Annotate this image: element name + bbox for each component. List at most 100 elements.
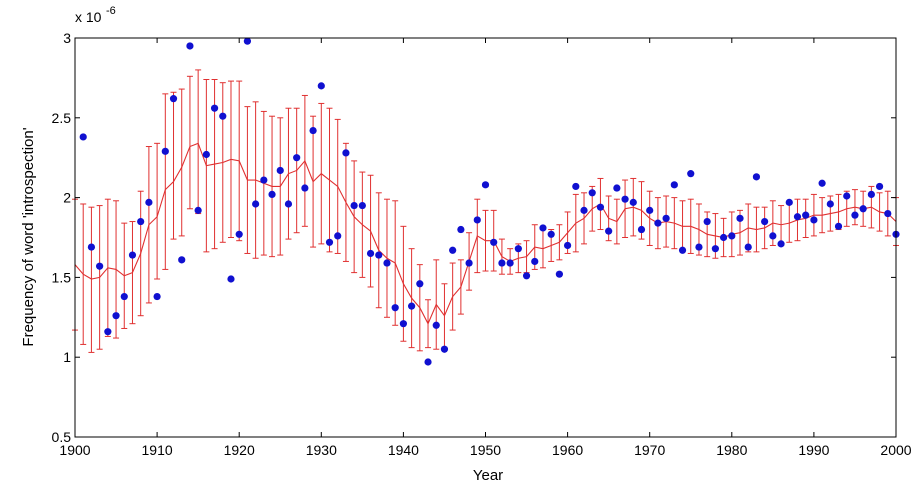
data-point: [498, 259, 506, 267]
data-point: [432, 321, 440, 329]
data-point: [342, 149, 350, 157]
y-axis-title: Frequency of word 'introspection': [20, 127, 37, 346]
data-point: [252, 200, 260, 208]
data-point: [399, 320, 407, 328]
data-point: [350, 201, 358, 210]
data-point: [87, 243, 96, 251]
data-point: [79, 133, 87, 141]
data-point: [325, 238, 334, 246]
data-point: [186, 42, 194, 50]
x-tick-label: 1910: [142, 442, 173, 458]
data-point: [793, 213, 802, 221]
data-point: [490, 238, 498, 246]
data-point: [424, 358, 432, 366]
data-point: [178, 256, 186, 264]
y-tick-label: 3: [63, 30, 71, 46]
data-point: [465, 259, 473, 267]
data-point: [96, 262, 104, 270]
data-point: [678, 246, 687, 254]
data-point: [194, 206, 202, 214]
series-line: [74, 142, 897, 325]
x-tick-label: 1990: [798, 442, 829, 458]
data-point: [235, 230, 243, 238]
data-point: [580, 206, 588, 214]
data-point: [785, 198, 793, 206]
data-point: [128, 251, 137, 259]
data-point: [145, 198, 153, 206]
data-point: [481, 181, 490, 189]
x-tick-label: 1940: [388, 442, 419, 458]
y-exponent-power: -6: [106, 5, 116, 17]
data-point: [506, 259, 514, 267]
x-tick-label: 1980: [716, 442, 747, 458]
data-point: [268, 190, 276, 199]
data-point: [169, 95, 178, 103]
data-point: [293, 154, 301, 162]
data-point: [728, 232, 736, 240]
data-point: [416, 280, 424, 288]
data-point: [210, 104, 219, 112]
data-point: [375, 251, 383, 259]
data-point: [391, 304, 399, 312]
data-point: [761, 217, 769, 226]
data-point: [334, 232, 342, 240]
data-point: [843, 192, 851, 200]
x-tick-label: 2000: [880, 442, 911, 458]
y-exponent-label: x 10: [75, 9, 102, 25]
label-layer: 1900 1910 1920 1930 1940 1950 1960 1970 1980 1990…: [52, 30, 912, 458]
data-point: [227, 275, 235, 283]
data-point: [884, 209, 892, 218]
data-point: [317, 82, 325, 90]
data-point: [473, 216, 481, 224]
data-point: [276, 166, 284, 175]
x-axis-title: Year: [473, 467, 503, 484]
data-point: [309, 126, 317, 135]
y-tick-label: 2.5: [52, 110, 72, 126]
x-tick-label: 1900: [59, 442, 90, 458]
data-point: [744, 243, 752, 251]
y-tick-label: 2: [63, 190, 71, 206]
x-tick-label: 1920: [224, 442, 255, 458]
data-point: [457, 225, 465, 234]
data-point: [818, 179, 826, 187]
x-tick-label: 1930: [306, 442, 337, 458]
data-point: [383, 259, 391, 267]
data-point: [826, 200, 834, 208]
data-point: [736, 214, 744, 222]
data-point: [514, 245, 522, 253]
data-point: [440, 345, 449, 353]
data-point: [711, 245, 719, 253]
data-point: [522, 272, 531, 280]
data-point: [752, 173, 761, 181]
data-point: [408, 302, 416, 310]
data-point: [654, 219, 662, 227]
data-point: [555, 270, 563, 278]
data-point: [260, 176, 268, 184]
data-point: [284, 200, 293, 208]
data-point: [153, 292, 161, 301]
data-point: [449, 246, 457, 254]
data-point: [834, 222, 843, 230]
data-point: [719, 233, 728, 242]
data-point: [120, 292, 128, 301]
data-point: [703, 217, 711, 226]
data-point: [629, 198, 637, 206]
data-point: [851, 211, 859, 219]
data-point: [859, 205, 867, 213]
data-point: [531, 257, 539, 266]
data-point: [867, 190, 875, 199]
data-point: [662, 214, 670, 222]
tick-layer: [74, 37, 897, 438]
data-point: [613, 184, 621, 192]
data-point: [104, 328, 112, 336]
y-tick-label: 1.5: [52, 269, 72, 285]
data-point: [687, 170, 695, 178]
data-point: [564, 241, 572, 250]
data-point: [588, 189, 596, 197]
data-point: [547, 230, 555, 238]
data-point: [112, 312, 120, 320]
y-tick-label: 0.5: [52, 429, 72, 445]
data-point: [137, 217, 145, 226]
data-point: [769, 232, 777, 240]
